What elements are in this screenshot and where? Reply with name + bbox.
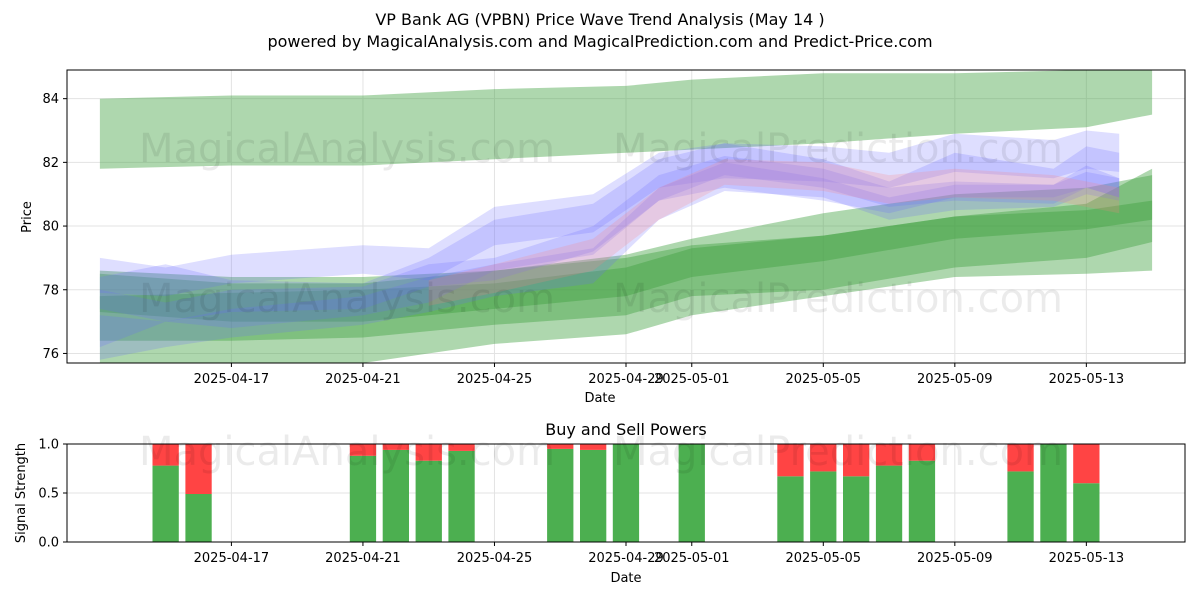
trend-band (99, 70, 1153, 169)
wave-band (99, 130, 1120, 297)
sell-bar (1073, 444, 1100, 484)
price-x-tick-label: 2025-05-05 (786, 372, 862, 387)
buy-bar (843, 476, 870, 542)
buy-bar (382, 449, 409, 542)
signal-x-tick-label: 2025-05-09 (917, 551, 993, 566)
price-x-tick-label: 2025-04-21 (325, 372, 401, 387)
buy-bar (547, 448, 574, 542)
watermark-top-right: MagicalPrediction.com (613, 126, 1063, 172)
sell-bar (580, 444, 607, 450)
sell-bar (185, 444, 212, 494)
sell-bar (777, 444, 804, 477)
price-y-tick-label: 78 (42, 283, 59, 298)
trend-band (99, 168, 1153, 363)
signal-x-tick-label: 2025-05-01 (654, 551, 730, 566)
signal-x-tick-label: 2025-04-25 (457, 551, 533, 566)
wave-band (99, 162, 1120, 360)
buy-bar (777, 476, 804, 542)
signal-x-axis-label: Date (610, 571, 641, 586)
chart-title: VP Bank AG (VPBN) Price Wave Trend Analy… (375, 10, 824, 29)
sell-bar (152, 444, 179, 466)
wave-band (99, 156, 1120, 322)
sell-bar (415, 444, 442, 461)
signal-y-tick-label: 1.0 (38, 438, 59, 453)
buy-bar (678, 444, 705, 542)
buy-bar (185, 494, 212, 542)
buy-bar (1040, 444, 1067, 542)
signal-y-axis-label: Signal Strength (14, 443, 29, 543)
wave-band (99, 143, 1120, 348)
buy-bar (349, 455, 377, 542)
signal-chart-title: Buy and Sell Powers (545, 420, 707, 439)
price-x-tick-label: 2025-05-01 (654, 372, 730, 387)
watermark-top-left: MagicalAnalysis.com (139, 126, 555, 172)
buy-bar (415, 460, 442, 542)
price-x-axis-label: Date (584, 391, 615, 406)
watermark-bottom-left: MagicalAnalysis.com (139, 429, 555, 475)
buy-bar (875, 465, 903, 542)
buy-bar (1007, 471, 1034, 542)
price-axes: 2025-04-17 2025-04-21 2025-04-25 2025-04-29… (42, 92, 1124, 387)
wave-band-red (428, 159, 1120, 306)
sell-bar (843, 444, 870, 477)
sell-bar (908, 444, 936, 461)
sell-bar (875, 444, 903, 466)
trend-band (99, 175, 1153, 322)
price-y-tick-label: 80 (42, 220, 59, 235)
trend-band (99, 200, 1153, 341)
price-x-tick-label: 2025-04-17 (194, 372, 270, 387)
buy-bar (908, 460, 936, 542)
price-x-tick-label: 2025-05-13 (1049, 372, 1125, 387)
chart-subtitle: powered by MagicalAnalysis.com and Magic… (267, 32, 932, 51)
signal-x-tick-label: 2025-04-29 (588, 551, 664, 566)
sell-bar (1007, 444, 1034, 472)
signal-x-tick-label: 2025-04-17 (194, 551, 270, 566)
price-x-tick-label: 2025-04-29 (588, 372, 664, 387)
buy-bar (448, 450, 475, 542)
buy-bar (152, 465, 179, 542)
sell-bar (349, 444, 377, 456)
price-grid (67, 70, 1185, 363)
sell-bar (448, 444, 475, 451)
price-y-axis-label: Price (20, 201, 35, 233)
buy-bar (810, 471, 837, 542)
price-x-tick-label: 2025-04-25 (457, 372, 533, 387)
watermark-mid-right: MagicalPrediction.com (613, 276, 1063, 322)
buy-bar (580, 449, 607, 542)
sell-bar (547, 444, 574, 449)
watermark-mid-left: MagicalAnalysis.com (139, 276, 555, 322)
buy-bar (1073, 483, 1100, 542)
signal-x-tick-label: 2025-05-13 (1049, 551, 1125, 566)
watermark-bottom-right: MagicalPrediction.com (613, 429, 1063, 475)
price-y-tick-label: 82 (42, 156, 59, 171)
signal-y-tick-label: 0.5 (38, 487, 59, 502)
signal-x-tick-label: 2025-05-05 (786, 551, 862, 566)
price-y-tick-label: 76 (42, 347, 59, 362)
signal-y-tick-label: 0.0 (38, 536, 59, 551)
price-plot-area (99, 70, 1153, 363)
price-x-tick-label: 2025-05-09 (917, 372, 993, 387)
signal-plot-area (152, 444, 1100, 542)
sell-bar (382, 444, 409, 450)
price-y-tick-label: 84 (42, 92, 59, 107)
signal-x-tick-label: 2025-04-21 (325, 551, 401, 566)
sell-bar (810, 444, 837, 472)
signal-axes: 2025-04-17 2025-04-21 2025-04-25 2025-04-29… (38, 438, 1124, 567)
buy-bar (612, 444, 640, 542)
